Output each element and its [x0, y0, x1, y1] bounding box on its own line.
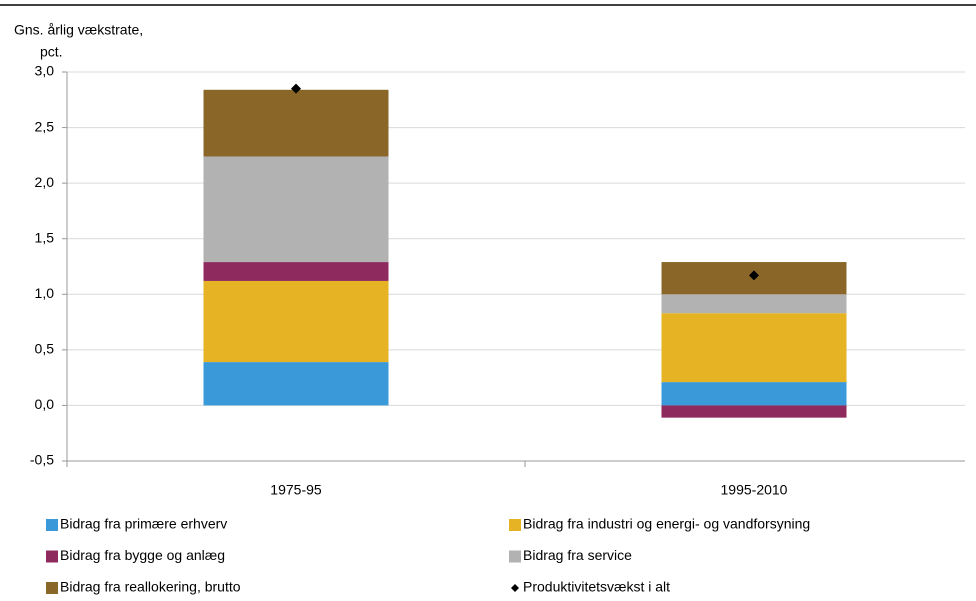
- bar-segment: [203, 280, 389, 363]
- legend-swatch: [509, 550, 521, 563]
- legend-swatch: [46, 519, 58, 531]
- x-tick-label: 1975-95: [270, 482, 322, 498]
- bar-segment: [203, 89, 389, 157]
- bar-segment: [661, 405, 847, 418]
- y-axis-label: pct.: [40, 44, 63, 60]
- bar-segment: [203, 262, 389, 281]
- legend-label: Bidrag fra reallokering, brutto: [60, 579, 241, 595]
- legend-label: Bidrag fra bygge og anlæg: [60, 547, 225, 563]
- legend-label: Bidrag fra service: [523, 547, 632, 563]
- y-tick-label: 3,0: [35, 63, 55, 79]
- y-tick-label: 0,0: [35, 396, 55, 412]
- x-tick-label: 1995-2010: [721, 482, 788, 498]
- bar-segment: [661, 382, 847, 406]
- legend-swatch: [46, 550, 58, 563]
- y-tick-label: 0,5: [35, 341, 55, 357]
- legend-label: Bidrag fra primære erhverv: [60, 516, 227, 532]
- bar-segment: [203, 156, 389, 263]
- y-tick-label: 2,5: [35, 118, 55, 134]
- legend-swatch: [509, 519, 521, 531]
- legend-label: Produktivitetsvækst i alt: [523, 579, 670, 595]
- legend-swatch: [46, 582, 58, 594]
- y-tick-label: 2,0: [35, 174, 55, 190]
- y-tick-label: 1,5: [35, 229, 55, 245]
- y-axis-label: Gns. årlig vækstrate,: [14, 22, 143, 38]
- total-marker: [749, 270, 759, 281]
- bar-segment: [661, 294, 847, 314]
- y-tick-label: 1,0: [35, 285, 55, 301]
- bar-segment: [203, 362, 389, 406]
- legend-marker: [511, 584, 519, 592]
- y-tick-label: -0,5: [30, 452, 54, 468]
- legend-label: Bidrag fra industri og energi- og vandfo…: [523, 516, 810, 532]
- bar-segment: [661, 313, 847, 383]
- total-marker: [291, 83, 301, 94]
